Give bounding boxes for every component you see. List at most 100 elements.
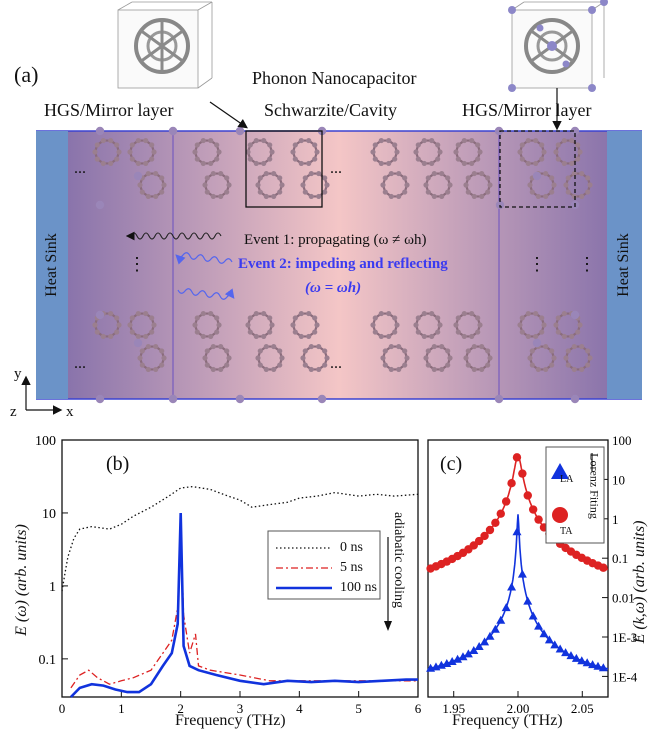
point-TA <box>512 453 522 462</box>
dopant-atom <box>494 126 504 136</box>
carbon-atom <box>380 182 386 188</box>
carbon-atom <box>585 362 591 368</box>
carbon-atom <box>263 193 269 200</box>
ellipsis-bottom-left: ... <box>74 355 86 372</box>
carbon-atom <box>529 348 535 354</box>
dopant-atom <box>317 394 327 404</box>
point-TA <box>474 536 484 546</box>
carbon-atom <box>394 322 400 328</box>
cavity-box <box>245 130 323 208</box>
carbon-atom <box>461 160 467 167</box>
carbon-atom <box>261 137 267 144</box>
carbon-atom <box>292 329 298 335</box>
carbon-atom <box>421 310 427 317</box>
carbon-atom <box>200 137 206 144</box>
carbon-atom <box>386 333 392 340</box>
carbon-atom <box>261 333 267 340</box>
dopant-atom <box>532 171 542 181</box>
carbon-atom <box>465 175 471 181</box>
point-LA <box>593 661 603 670</box>
carbon-atom <box>565 348 571 354</box>
carbon-atom <box>575 142 581 148</box>
carbon-atom <box>435 329 441 335</box>
carbon-atom <box>465 362 471 368</box>
dopant-atom <box>235 126 245 136</box>
carbon-atom <box>392 156 398 162</box>
dopant-atom <box>168 126 178 136</box>
carbon-atom <box>402 362 408 368</box>
carbon-atom <box>527 182 533 188</box>
carbon-atom <box>455 142 461 148</box>
point-TA <box>523 491 532 500</box>
carbon-atom <box>153 193 159 200</box>
x-tick-label: 4 <box>296 701 303 716</box>
carbon-atom <box>423 355 429 361</box>
carbon-atom <box>159 348 165 354</box>
point-LA <box>544 635 554 644</box>
carbon-atom <box>386 310 392 317</box>
carbon-atom <box>439 366 445 373</box>
dopant-atom <box>532 338 542 348</box>
carbon-atom <box>267 315 273 321</box>
carbon-atom <box>541 322 547 328</box>
carbon-atom <box>302 348 308 354</box>
carbon-atom <box>159 189 165 195</box>
carbon-atom <box>585 348 591 354</box>
carbon-atom <box>322 362 328 368</box>
carbon-atom <box>475 156 481 162</box>
carbon-atom <box>218 193 224 200</box>
legend-5ns: 5 ns <box>340 560 363 575</box>
carbon-atom <box>425 175 431 181</box>
carbon-atom <box>388 193 394 200</box>
carbon-atom <box>519 315 525 321</box>
carbon-atom <box>372 329 378 335</box>
carbon-atom <box>245 322 251 328</box>
legend-ta-marker <box>552 507 568 523</box>
point-TA <box>507 479 516 488</box>
carbon-atom <box>469 310 475 317</box>
carbon-atom <box>200 160 206 167</box>
carbon-atom <box>271 170 277 177</box>
carbon-atom <box>253 310 259 317</box>
carbon-atom <box>429 137 435 144</box>
carbon-atom <box>539 156 545 162</box>
dopant-atom <box>133 338 143 348</box>
point-LA <box>490 624 500 633</box>
point-LA <box>453 654 463 663</box>
point-LA <box>474 642 484 651</box>
carbon-atom <box>525 310 531 317</box>
carbon-atom <box>477 322 483 328</box>
carbon-atom <box>129 156 135 162</box>
carbon-atom <box>129 315 135 321</box>
carbon-atom <box>461 310 467 317</box>
carbon-atom <box>543 366 549 373</box>
carbon-atom <box>127 322 133 328</box>
figure-title: Phonon Nanocapacitor <box>252 68 417 88</box>
carbon-atom <box>208 310 214 317</box>
carbon-atom <box>312 142 318 148</box>
carbon-atom <box>479 366 485 373</box>
carbon-atom <box>255 355 261 361</box>
carbon-atom <box>214 142 220 148</box>
carbon-atom <box>214 156 220 162</box>
carbon-atom <box>145 366 151 373</box>
point-LA <box>571 653 581 662</box>
carbon-atom <box>533 310 539 317</box>
carbon-atom <box>553 149 559 155</box>
carbon-atom <box>322 348 328 354</box>
point-TA <box>599 563 608 572</box>
dopant-atom <box>168 394 178 404</box>
carbon-atom <box>378 160 384 167</box>
carbon-atom <box>569 333 575 340</box>
carbon-atom <box>455 156 461 162</box>
carbon-atom <box>279 355 285 361</box>
carbon-atom <box>135 310 141 317</box>
carbon-atom <box>378 310 384 317</box>
carbon-atom <box>571 170 577 177</box>
carbon-atom <box>469 137 475 144</box>
carbon-atom <box>465 189 471 195</box>
legend-fit-label: Lorenz Fiting <box>587 453 602 519</box>
carbon-atom <box>306 310 312 317</box>
carbon-atom <box>386 160 392 167</box>
series-100ns <box>69 512 418 698</box>
